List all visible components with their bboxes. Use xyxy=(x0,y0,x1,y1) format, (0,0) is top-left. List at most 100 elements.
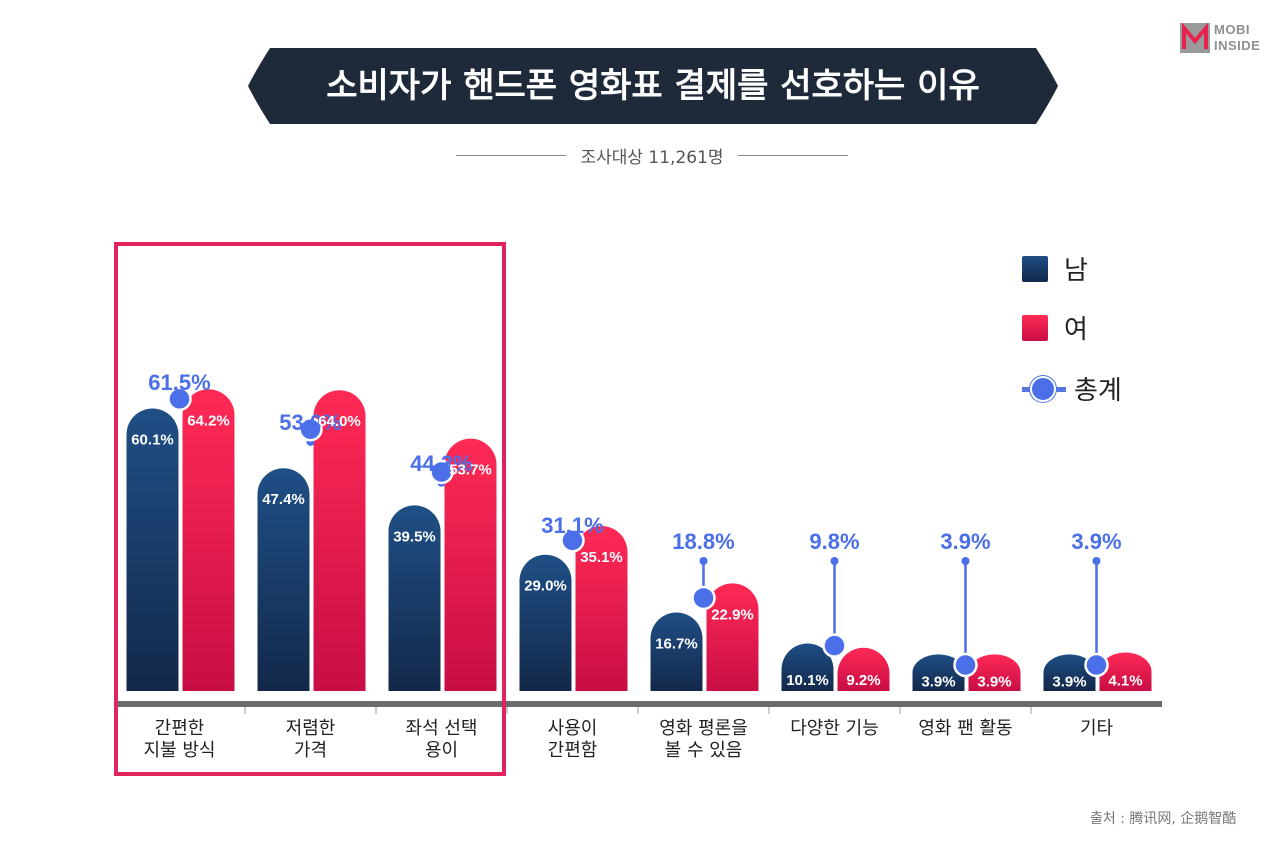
highlight-box xyxy=(114,242,506,776)
total-marker xyxy=(691,585,716,611)
bar-female xyxy=(837,647,890,691)
male-value-label: 47.4% xyxy=(262,491,305,508)
page-title: 소비자가 핸드폰 영화표 결제를 선호하는 이유 xyxy=(326,66,980,106)
male-value-label: 16.7% xyxy=(655,636,698,653)
total-marker xyxy=(822,633,847,658)
total-marker xyxy=(1084,652,1109,678)
legend-label-male: 남 xyxy=(1064,256,1088,286)
bar-male xyxy=(650,612,703,691)
female-value-label: 22.9% xyxy=(711,606,754,623)
category-label: 사용이 간편함 xyxy=(508,718,638,762)
total-marker xyxy=(298,416,323,442)
bars-layer xyxy=(126,389,1152,691)
category-label: 좌석 선택 용이 xyxy=(377,718,507,762)
total-marker xyxy=(429,459,454,485)
category-label: 간편한 지불 방식 xyxy=(115,718,245,762)
logo-text-line2: INSIDE xyxy=(1214,38,1261,53)
category-label-line: 영화 팬 활동 xyxy=(918,718,1013,739)
total-value-label: 44.3% xyxy=(410,451,472,476)
legend-swatch-male xyxy=(1022,255,1048,282)
total-value-label: 31.1% xyxy=(541,513,603,538)
category-label: 영화 팬 활동 xyxy=(901,718,1031,740)
legend-label-total: 총계 xyxy=(1074,376,1122,406)
bar-female xyxy=(1099,652,1152,691)
legend-swatch-total xyxy=(1022,375,1066,402)
total-value-label: 53.0% xyxy=(279,410,341,435)
category-label: 다양한 기능 xyxy=(770,718,900,740)
legend: 남 여 총계 xyxy=(1022,240,1182,410)
category-label-line: 볼 수 있음 xyxy=(664,740,743,761)
mobiinside-logo-icon xyxy=(1180,23,1210,53)
bar-male xyxy=(519,554,572,691)
bar-female xyxy=(706,583,759,691)
bar-female xyxy=(182,389,235,691)
total-marker xyxy=(953,652,978,678)
category-label-line: 다양한 기능 xyxy=(790,718,879,739)
category-label: 저렴한 가격 xyxy=(246,718,376,762)
total-stem-top xyxy=(961,557,970,565)
male-value-label: 3.9% xyxy=(1052,674,1086,691)
source-note: 출처 : 腾讯网, 企鹅智酷 xyxy=(1090,811,1237,827)
male-value-label: 3.9% xyxy=(921,674,955,691)
x-axis-baseline xyxy=(114,701,1162,707)
total-value-label: 9.8% xyxy=(809,529,859,554)
total-value-label: 18.8% xyxy=(672,529,734,554)
bar-female xyxy=(968,654,1021,691)
title-banner xyxy=(248,48,1058,124)
category-label-line: 용이 xyxy=(424,740,459,761)
legend-label-female: 여 xyxy=(1064,315,1088,345)
male-value-label: 39.5% xyxy=(393,528,436,545)
female-value-label: 35.1% xyxy=(580,549,623,566)
female-value-label: 64.0% xyxy=(318,413,361,430)
bar-male xyxy=(388,505,441,691)
category-label: 기타 xyxy=(1032,718,1162,740)
category-label-line: 사용이 xyxy=(547,718,598,739)
category-label-line: 저렴한 xyxy=(285,718,336,739)
subtitle-rule-left xyxy=(456,154,567,156)
total-value-label: 3.9% xyxy=(940,529,990,554)
female-value-label: 3.9% xyxy=(977,674,1011,691)
total-marker xyxy=(560,528,585,553)
subtitle-text: 조사대상 11,261명 xyxy=(580,147,724,168)
total-stem-top xyxy=(699,557,708,565)
subtitle: 조사대상 11,261명 xyxy=(456,140,848,170)
bar-male xyxy=(912,654,965,691)
female-value-label: 9.2% xyxy=(846,672,880,689)
bar-female xyxy=(444,438,497,691)
male-value-label: 29.0% xyxy=(524,578,567,595)
bar-male xyxy=(126,408,179,691)
legend-swatch-female xyxy=(1022,314,1048,341)
logo-text: MOBI INSIDE xyxy=(1214,22,1260,54)
subtitle-rule-right xyxy=(737,154,848,156)
legend-item-male: 남 xyxy=(1022,250,1088,287)
male-value-label: 10.1% xyxy=(786,672,829,689)
category-label-line: 가격 xyxy=(293,740,328,761)
mobiinside-logo: MOBI INSIDE xyxy=(1180,19,1270,59)
stems-layer xyxy=(167,386,1109,678)
category-label-line: 간편함 xyxy=(547,740,598,761)
legend-item-total: 총계 xyxy=(1022,370,1122,407)
male-value-label: 60.1% xyxy=(131,432,174,449)
category-label-line: 기타 xyxy=(1079,718,1114,739)
category-label-line: 영화 평론을 xyxy=(659,718,748,739)
logo-text-line1: MOBI xyxy=(1214,22,1250,37)
total-stem-top xyxy=(1092,557,1101,565)
category-label-line: 간편한 xyxy=(154,718,205,739)
total-stem-top xyxy=(830,557,839,565)
female-value-label: 53.7% xyxy=(449,462,492,479)
category-label-line: 좌석 선택 xyxy=(405,718,478,739)
category-label-line: 지불 방식 xyxy=(143,740,216,761)
female-value-label: 4.1% xyxy=(1108,673,1142,690)
bar-male xyxy=(781,643,834,691)
bar-male xyxy=(257,468,310,691)
labels-layer: 61.5% 60.1% 64.2% 53.0% 47.4% 64.0% 44.3% 39.5%… xyxy=(131,370,1143,714)
total-marker xyxy=(167,386,192,412)
category-label: 영화 평론을 볼 수 있음 xyxy=(639,718,769,762)
female-value-label: 64.2% xyxy=(187,412,230,429)
legend-item-female: 여 xyxy=(1022,309,1088,346)
total-value-label: 61.5% xyxy=(148,370,210,395)
bar-female xyxy=(313,390,366,691)
bar-male xyxy=(1043,654,1096,691)
bar-female xyxy=(575,526,628,691)
